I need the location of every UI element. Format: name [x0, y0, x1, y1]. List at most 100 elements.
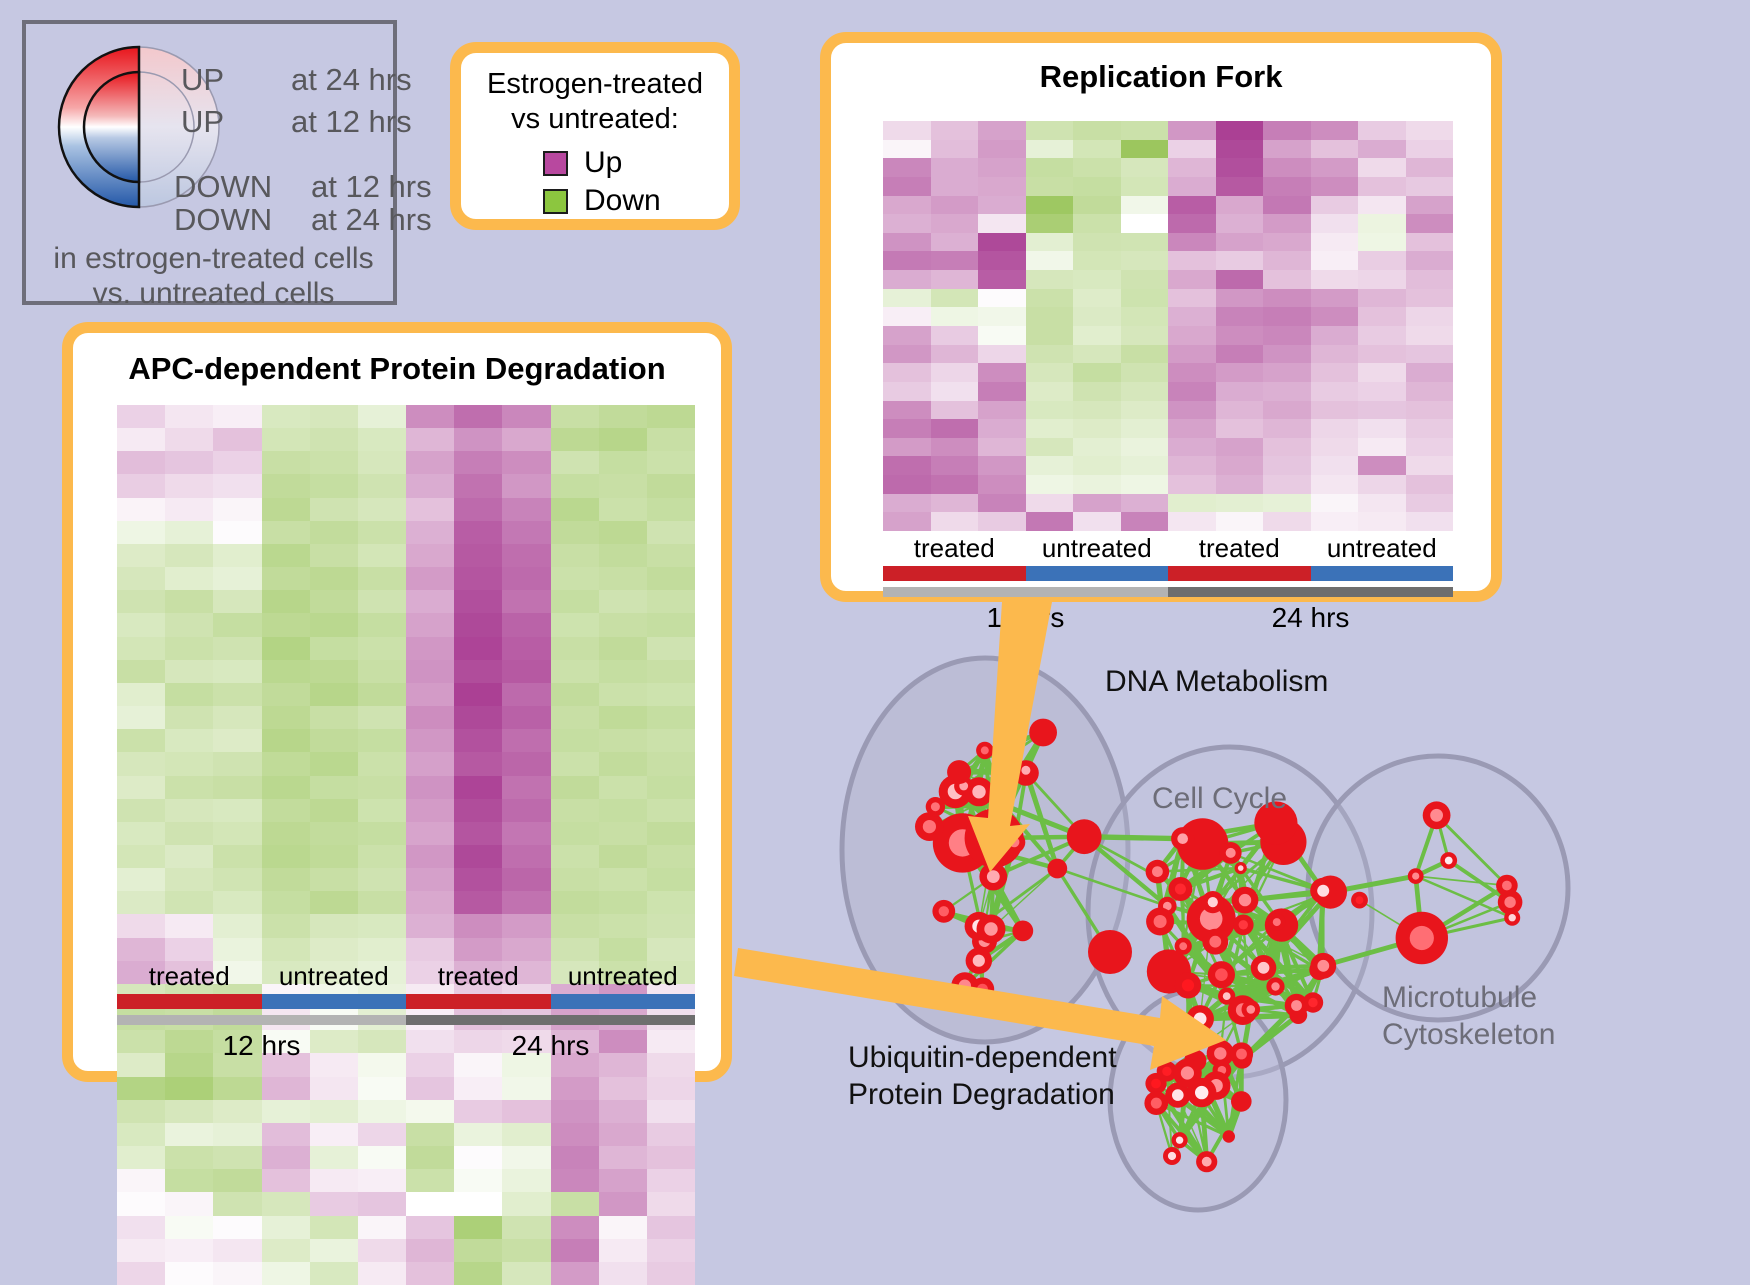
network-node[interactable]	[1351, 892, 1368, 909]
network-node[interactable]	[1396, 912, 1448, 964]
network-node[interactable]	[1175, 972, 1201, 998]
network-node[interactable]	[1230, 1042, 1253, 1065]
timepoint-bar-segment	[1168, 587, 1453, 597]
network-node[interactable]	[999, 784, 1015, 800]
heatmap-cell	[599, 752, 647, 775]
heatmap-cell	[1121, 363, 1169, 382]
network-node[interactable]	[1146, 908, 1174, 936]
heatmap-cell	[406, 637, 454, 660]
heatmap-cell	[1121, 438, 1169, 457]
network-node[interactable]	[1171, 827, 1194, 850]
heatmap-cell	[454, 428, 502, 451]
heatmap-cell	[1263, 214, 1311, 233]
network-node[interactable]	[1408, 868, 1424, 884]
heatmap-cell	[310, 637, 358, 660]
heatmap-cell	[406, 938, 454, 961]
network-node[interactable]	[979, 863, 1007, 891]
legend-item-up: Up	[543, 148, 622, 178]
network-node[interactable]	[971, 977, 994, 1000]
heatmap-cell	[1406, 214, 1454, 233]
heatmap-cell	[165, 1146, 213, 1169]
heatmap-cell	[551, 914, 599, 937]
network-node[interactable]	[932, 900, 955, 923]
heatmap-cell	[647, 683, 695, 706]
heatmap-cell	[1026, 475, 1074, 494]
heatmap-cell	[213, 1216, 261, 1239]
heatmap-cell	[1311, 382, 1359, 401]
heatmap-cell	[358, 776, 406, 799]
heatmap-cell	[117, 1169, 165, 1192]
network-node[interactable]	[1202, 891, 1224, 913]
network-node[interactable]	[1232, 887, 1259, 914]
network-node[interactable]	[1223, 1130, 1235, 1142]
network-node[interactable]	[1235, 862, 1247, 874]
network-node[interactable]	[1196, 1151, 1217, 1172]
heatmap-cell	[551, 521, 599, 544]
heatmap-cell	[310, 1192, 358, 1215]
network-node[interactable]	[1266, 977, 1284, 995]
heatmap-cell	[883, 326, 931, 345]
network-node[interactable]	[1003, 831, 1025, 853]
heatmap-cell	[599, 544, 647, 567]
heatmap-cell	[165, 1169, 213, 1192]
network-node[interactable]	[1175, 938, 1192, 955]
network-node[interactable]	[915, 812, 944, 841]
network-node[interactable]	[1016, 760, 1036, 780]
network-node[interactable]	[977, 915, 1006, 944]
heatmap-cell	[1406, 382, 1454, 401]
network-node[interactable]	[1012, 921, 1033, 942]
network-node[interactable]	[1029, 719, 1057, 747]
network-node[interactable]	[1067, 819, 1102, 854]
heatmap-cell	[1216, 345, 1264, 364]
network-node[interactable]	[1163, 1147, 1181, 1165]
network-node[interactable]	[1088, 930, 1132, 974]
network-node[interactable]	[1208, 961, 1235, 988]
network-node[interactable]	[1172, 1132, 1188, 1148]
heatmap-cell	[1263, 251, 1311, 270]
network-node[interactable]	[1504, 910, 1520, 926]
heatmap-cell	[883, 438, 931, 457]
network-node[interactable]	[1440, 852, 1457, 869]
heatmap-cell	[262, 544, 310, 567]
heatmap-cell	[117, 822, 165, 845]
network-node[interactable]	[1202, 929, 1228, 955]
network-node[interactable]	[1285, 994, 1309, 1018]
network-node[interactable]	[1231, 1091, 1252, 1112]
network-node[interactable]	[1168, 877, 1192, 901]
heatmap-cell	[647, 729, 695, 752]
network-node[interactable]	[1423, 801, 1451, 829]
heatmap-cell	[551, 1146, 599, 1169]
network-node[interactable]	[1187, 1078, 1216, 1107]
network-node[interactable]	[1310, 953, 1336, 979]
heatmap-cell	[358, 451, 406, 474]
network-node[interactable]	[926, 797, 945, 816]
network-node[interactable]	[1242, 1000, 1261, 1019]
heatmap-cell	[406, 405, 454, 428]
network-node[interactable]	[1220, 842, 1242, 864]
network-node[interactable]	[1310, 878, 1336, 904]
heatmap-cell	[599, 1146, 647, 1169]
heatmap-cell	[310, 613, 358, 636]
heatmap-cell	[165, 776, 213, 799]
heatmap-cell	[1406, 456, 1454, 475]
network-node[interactable]	[947, 760, 971, 784]
network-node[interactable]	[1186, 1005, 1214, 1033]
network-node[interactable]	[1233, 915, 1254, 936]
network-node[interactable]	[1218, 988, 1235, 1005]
heatmap-cell	[551, 1262, 599, 1285]
heatmap-cell	[1073, 289, 1121, 308]
network-node[interactable]	[1144, 1091, 1168, 1115]
network-node[interactable]	[1251, 955, 1277, 981]
network-node[interactable]	[1268, 913, 1285, 930]
heatmap-cell	[978, 419, 1026, 438]
network-node[interactable]	[966, 948, 992, 974]
network-node[interactable]	[1047, 859, 1067, 879]
network-node[interactable]	[976, 742, 993, 759]
network-node[interactable]	[1146, 860, 1170, 884]
network-node[interactable]	[1496, 875, 1518, 897]
heatmap-cell	[1121, 177, 1169, 196]
heatmap-cell	[599, 845, 647, 868]
network-node[interactable]	[995, 797, 1011, 813]
heatmap-cell	[117, 1100, 165, 1123]
condition-bar-segment	[551, 994, 696, 1009]
